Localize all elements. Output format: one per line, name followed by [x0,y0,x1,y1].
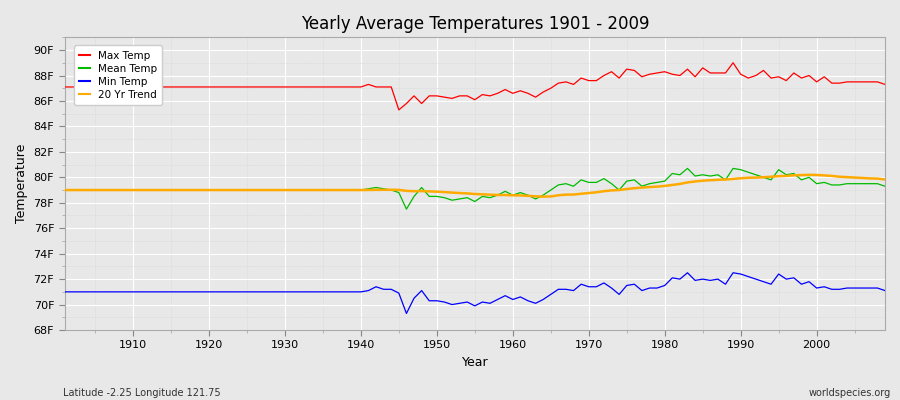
Legend: Max Temp, Mean Temp, Min Temp, 20 Yr Trend: Max Temp, Mean Temp, Min Temp, 20 Yr Tre… [74,46,162,105]
X-axis label: Year: Year [462,356,488,369]
Text: worldspecies.org: worldspecies.org [809,388,891,398]
Text: Latitude -2.25 Longitude 121.75: Latitude -2.25 Longitude 121.75 [63,388,220,398]
Y-axis label: Temperature: Temperature [15,144,28,223]
Title: Yearly Average Temperatures 1901 - 2009: Yearly Average Temperatures 1901 - 2009 [301,15,649,33]
